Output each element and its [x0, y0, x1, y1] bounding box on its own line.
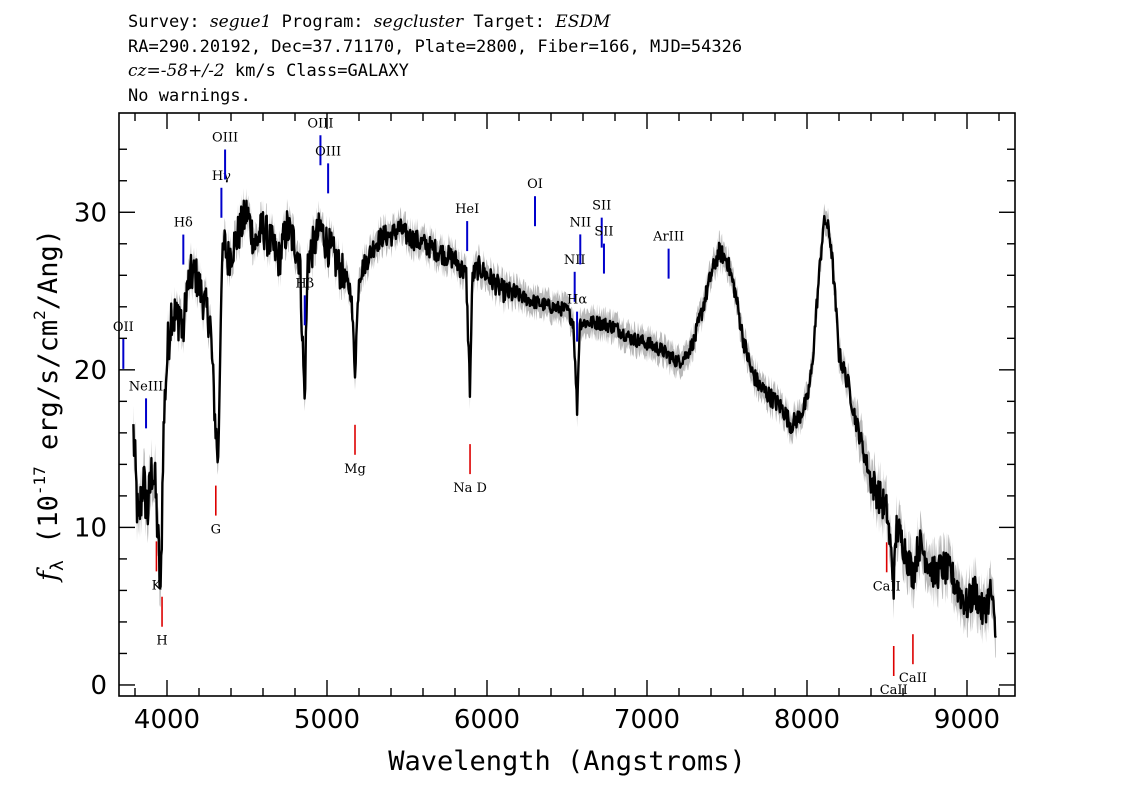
emission-line-label: SII — [592, 199, 611, 214]
y-label-units: erg/s/cm — [33, 320, 64, 466]
x-tick-label: 7000 — [614, 705, 680, 735]
cz-value: -58+/-2 — [160, 61, 225, 81]
emission-line-label: NII — [569, 215, 591, 230]
x-tick-label: 5000 — [294, 705, 360, 735]
x-tick-label: 9000 — [934, 705, 1000, 735]
emission-line-label: OIII — [315, 144, 341, 159]
absorption-line-label: Mg — [344, 462, 366, 477]
emission-line-label: Hα — [567, 293, 587, 308]
program-value: segcluster — [373, 12, 464, 32]
x-tick-label: 6000 — [454, 705, 520, 735]
target-value: ESDM — [555, 12, 611, 32]
header-line-3: cz=-58+/-2 km/s Class=GALAXY — [128, 59, 742, 84]
plot-frame — [118, 112, 1016, 697]
y-tick-label: 0 — [90, 671, 107, 701]
emission-line-label: SII — [594, 225, 613, 240]
emission-line-label: OI — [527, 177, 543, 192]
y-label-f: f — [33, 567, 64, 583]
y-label-exp2: 2 — [30, 310, 49, 320]
header-line-2: RA=290.20192, Dec=37.71170, Plate=2800, … — [128, 36, 743, 57]
y-label-end: /Ang) — [33, 229, 64, 310]
emission-line-label: OIII — [212, 130, 238, 145]
absorption-line-label: H — [156, 634, 167, 649]
y-label-exp: -17 — [30, 466, 49, 495]
absorption-line-label: Na D — [453, 481, 487, 496]
flux-series-line — [132, 199, 997, 639]
emission-line-label: OIII — [307, 116, 333, 131]
emission-line-label: Hγ — [212, 169, 231, 184]
spectrum-header: Survey: segue1 Program: segcluster Targe… — [128, 10, 742, 108]
x-tick-label: 4000 — [134, 705, 200, 735]
absorption-line-label: CaII — [880, 683, 908, 698]
emission-line-label: Hδ — [174, 216, 193, 231]
y-label-main: (10 — [33, 495, 64, 560]
y-tick-label: 30 — [74, 198, 107, 228]
absorption-line-label: K — [152, 578, 162, 593]
y-tick-label: 10 — [74, 513, 107, 543]
program-label: Program: — [281, 12, 364, 32]
survey-label: Survey: — [128, 12, 200, 32]
absorption-line-label: CaII — [873, 579, 901, 594]
emission-line-label: OII — [113, 320, 134, 335]
absorption-line-label: CaII — [899, 671, 927, 686]
emission-line-label: Hβ — [295, 276, 314, 291]
cz-label: cz= — [128, 61, 161, 81]
header-line-4: No warnings. — [128, 85, 251, 106]
cz-rest: km/s Class=GALAXY — [224, 61, 409, 81]
x-axis-label: Wavelength (Angstroms) — [388, 746, 746, 777]
survey-value: segue1 — [209, 12, 272, 32]
emission-line-label: HeI — [455, 202, 479, 217]
absorption-line-label: G — [211, 523, 221, 538]
emission-line-label: NII — [564, 253, 586, 268]
y-axis-label: fλ (10-17 erg/s/cm2/Ang) — [30, 229, 68, 583]
target-label: Target: — [473, 12, 546, 32]
y-label-lambda: λ — [47, 560, 68, 571]
y-tick-label: 20 — [74, 356, 107, 386]
emission-line-label: ArIII — [652, 230, 684, 245]
emission-line-label: NeIII — [129, 379, 163, 394]
x-tick-label: 8000 — [774, 705, 840, 735]
header-line-1: Survey: segue1 Program: segcluster Targe… — [128, 10, 742, 35]
